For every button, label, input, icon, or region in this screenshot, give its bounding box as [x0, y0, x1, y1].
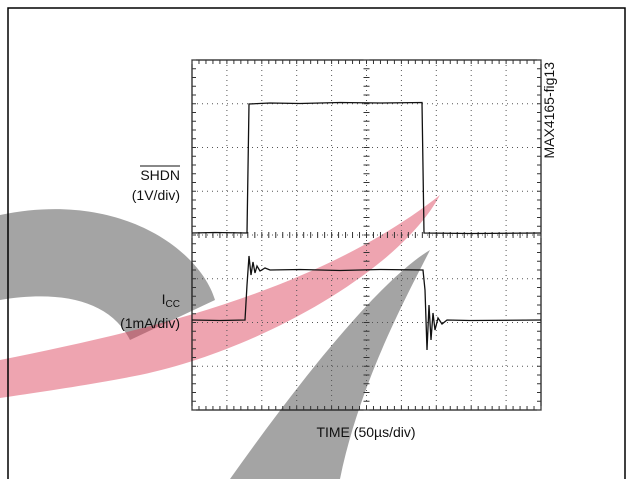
- shdn-label: SHDN: [140, 167, 180, 183]
- grid: [191, 59, 542, 411]
- watermark-grey: [0, 209, 215, 340]
- figure-id: MAX4165-fig13: [541, 62, 557, 159]
- icc-sub: CC: [166, 299, 180, 310]
- shdn-scale: (1V/div): [132, 187, 180, 203]
- watermark-red: [0, 195, 440, 398]
- icc-trace: [191, 255, 542, 351]
- icc-label: ICC: [162, 291, 180, 310]
- x-axis-label: TIME (50µs/div): [316, 424, 415, 440]
- icc-main: I: [162, 291, 166, 307]
- frame: [7, 7, 626, 479]
- icc-scale: (1mA/div): [120, 315, 180, 331]
- watermark-grey-2: [230, 250, 430, 479]
- shdn-trace: [191, 101, 542, 235]
